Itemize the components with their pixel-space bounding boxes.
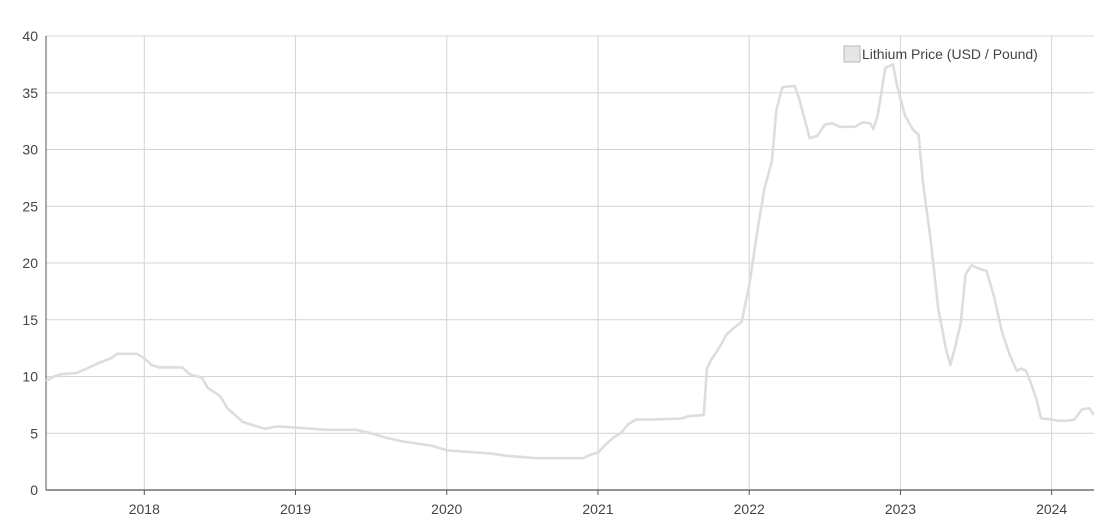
series-line [45,63,1094,460]
x-tick-label: 2022 [734,501,765,517]
y-tick-label: 20 [22,255,38,271]
legend: Lithium Price (USD / Pound) [843,45,1038,63]
y-tick-label: 35 [22,85,38,101]
x-axis-ticks: 2018 2019 2020 2021 2022 2023 2024 [129,490,1067,517]
x-tick-label: 2020 [431,501,462,517]
gridlines [46,35,1094,490]
x-tick-label: 2024 [1036,501,1067,517]
x-tick-label: 2019 [280,501,311,517]
legend-swatch [843,45,861,63]
y-tick-label: 30 [22,142,38,158]
x-tick-label: 2023 [885,501,916,517]
axes [45,36,1094,491]
legend-label: Lithium Price (USD / Pound) [862,46,1038,62]
x-tick-label: 2021 [582,501,613,517]
y-tick-label: 10 [22,369,38,385]
y-axis-ticks: 0 5 10 15 20 25 30 35 40 [22,28,38,498]
y-tick-label: 25 [22,198,38,214]
x-tick-label: 2018 [129,501,160,517]
y-tick-label: 15 [22,312,38,328]
y-tick-label: 0 [30,482,38,498]
y-tick-label: 5 [30,425,38,441]
y-tick-label: 40 [22,28,38,44]
series-layer [45,63,1094,460]
